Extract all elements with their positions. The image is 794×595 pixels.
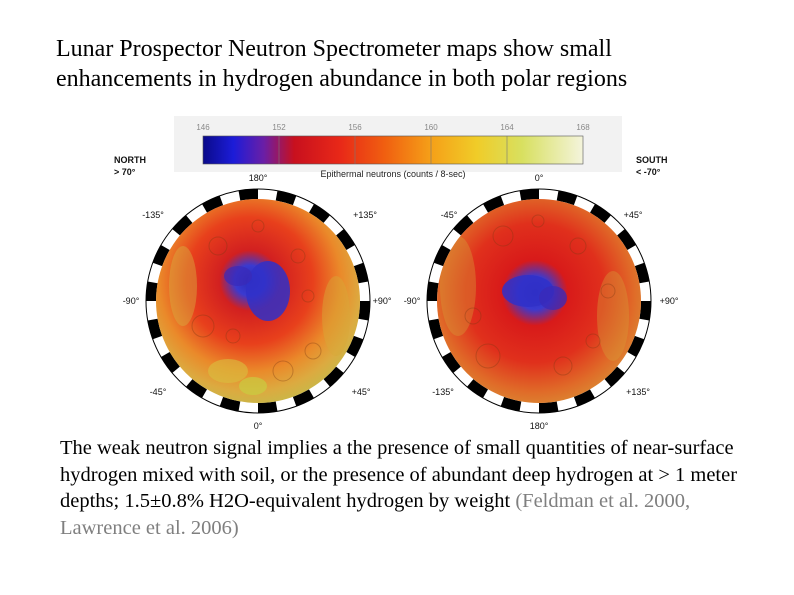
graticule-segment (604, 366, 625, 387)
north-lon-lower-right: +45° (352, 387, 371, 397)
south-lon-lower-left: -135° (432, 387, 454, 397)
graticule-segment (146, 281, 158, 301)
graticule-segment (161, 352, 180, 373)
south-lon-upper-right: +45° (624, 210, 643, 220)
north-lon-bottom: 0° (254, 421, 263, 431)
graticule-segment (353, 262, 369, 284)
graticule-segment (336, 229, 355, 250)
colorbar-tick: 146 (196, 123, 210, 132)
graticule-segment (428, 318, 444, 340)
title-line-2: enhancements in hydrogen abundance in bo… (56, 66, 628, 92)
colorbar-tick: 156 (348, 123, 362, 132)
north-lon-top: 180° (249, 173, 268, 183)
graticule-segment (202, 195, 224, 213)
south-lon-bottom: 180° (530, 421, 549, 431)
graticule-segment (147, 318, 163, 340)
graticule-segment (358, 301, 370, 321)
north-range: > 70° (114, 167, 136, 177)
slide-title: Lunar Prospector Neutron Spectrometer ma… (56, 34, 756, 94)
graticule-segment (309, 204, 330, 223)
graticule-segment (453, 215, 474, 236)
graticule-segment (427, 281, 439, 301)
graticule-segment (186, 379, 207, 398)
graticule-segment (639, 301, 652, 321)
south-lon-right: +90° (660, 296, 679, 306)
north-lon-left: -90° (123, 296, 140, 306)
graticule-segment (556, 190, 578, 206)
north-lon-right: +90° (373, 296, 392, 306)
north-lon-upper-left: -135° (142, 210, 164, 220)
graticule-segment (617, 229, 636, 250)
south-lon-lower-right: +135° (626, 387, 650, 397)
colorbar-tick: 168 (576, 123, 590, 132)
south-lon-upper-left: -45° (441, 210, 458, 220)
south-lon-top: 0° (535, 173, 544, 183)
colorbar-label: Epithermal neutrons (counts / 8-sec) (320, 169, 465, 179)
graticule-segment (292, 389, 314, 407)
graticule-segment (172, 215, 193, 236)
graticule-segment (152, 245, 170, 267)
south-pole-map: 0° 180° -90° +90° -45° +45° -135° +135° (404, 173, 679, 431)
caption-citation: (Feldman et al. 2000, Lawrence et al. 20… (60, 490, 691, 539)
north-heading: NORTH (114, 155, 146, 165)
graticule-segment (433, 245, 451, 267)
colorbar-tick: 152 (272, 123, 286, 132)
north-lon-upper-right: +135° (353, 210, 377, 220)
graticule-segment (346, 335, 364, 357)
colorbar (202, 135, 584, 165)
title-line-1: Lunar Prospector Neutron Spectrometer ma… (56, 36, 612, 62)
graticule-segment (275, 190, 297, 206)
caption: The weak neutron signal implies a the pr… (60, 435, 760, 541)
graticule-segment (500, 396, 522, 412)
graticule-segment (258, 401, 278, 413)
south-heading: SOUTH (636, 155, 668, 165)
graticule-segment (539, 401, 559, 413)
graticule-segment (467, 379, 488, 398)
graticule-segment (573, 389, 595, 407)
north-lon-lower-left: -45° (150, 387, 167, 397)
colorbar-tick: 160 (424, 123, 438, 132)
graticule-segment (219, 396, 241, 412)
graticule-segment (627, 335, 645, 357)
graticule-segment (442, 352, 461, 373)
neutron-map-figure: 146 152 156 160 164 168 Epithermal neutr… (108, 116, 688, 436)
south-range: < -70° (636, 167, 661, 177)
graticule-segment (323, 366, 344, 387)
graticule-segment (590, 204, 611, 223)
south-lon-left: -90° (404, 296, 421, 306)
colorbar-tick: 164 (500, 123, 514, 132)
graticule-segment (238, 189, 258, 201)
graticule-segment (634, 262, 650, 284)
graticule-segment (519, 189, 539, 201)
caption-text: The weak neutron signal implies a the pr… (60, 437, 738, 512)
graticule-segment (483, 195, 505, 213)
north-pole-map: 180° 0° -90° +90° -135° +135° -45° +45° (123, 173, 392, 431)
